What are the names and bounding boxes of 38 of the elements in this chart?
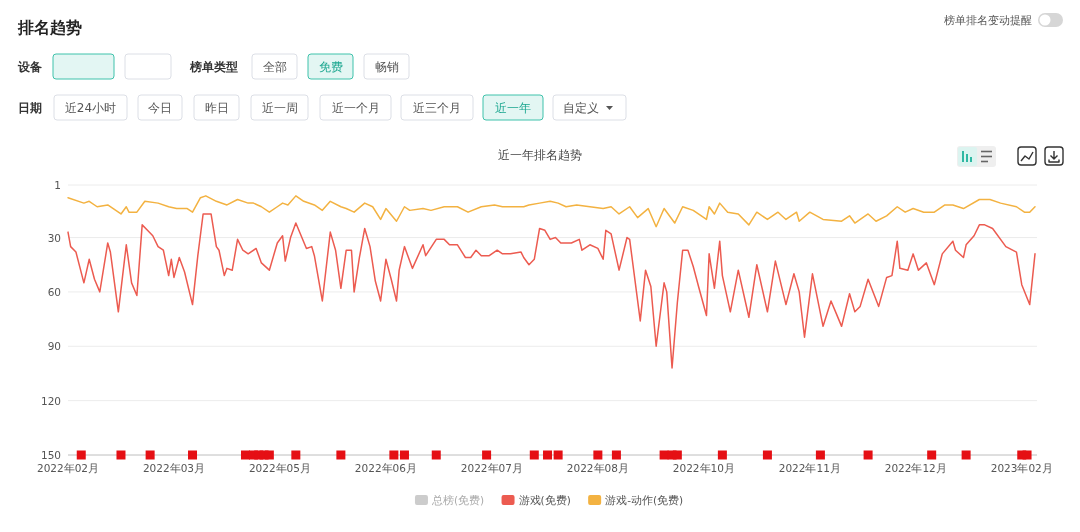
text: 设备: [17, 59, 42, 74]
x-tick-label: 2022年12月: [884, 462, 947, 474]
line-series: [67, 195, 1036, 228]
text: 日期: [18, 100, 42, 115]
y-tick-label: 120: [40, 394, 61, 407]
button: 畅销: [363, 53, 410, 80]
y-tick-label: 60: [47, 285, 61, 298]
x-tick-label: 2022年06月: [354, 462, 417, 474]
x-tick-label: 2022年10月: [672, 462, 735, 474]
button: 近24小时: [53, 94, 128, 121]
x-tick-label: 2022年08月: [566, 462, 629, 474]
button: 免费: [307, 53, 354, 80]
button: 今日: [137, 94, 183, 121]
y-tick-label: 30: [47, 231, 61, 244]
text: 榜单排名变动提醒: [944, 13, 1032, 27]
y-tick-label: 150: [40, 449, 61, 461]
button: 近三个月: [400, 94, 474, 121]
button: 近一个月: [319, 94, 392, 121]
x-tick-label: 2022年02月: [36, 462, 100, 474]
line-series: [67, 213, 1036, 369]
legend-label: 游戏(免费): [518, 494, 571, 506]
text: 榜单类型: [189, 59, 238, 74]
x-tick-label: 2022年07月: [460, 462, 523, 474]
y-tick-label: 1: [54, 179, 61, 191]
text: 排名趋势: [17, 17, 82, 37]
button: 昨日: [193, 94, 240, 121]
button: 近一周: [250, 94, 309, 121]
x-tick-label: 2023年02月: [990, 462, 1053, 474]
legend-label: 总榜(免费): [430, 494, 485, 506]
chart-title: 近一年排名趋势: [498, 148, 582, 162]
dropdown: 自定义: [552, 94, 627, 121]
x-tick-label: 2022年05月: [248, 462, 311, 474]
button: 近一年: [482, 94, 544, 121]
legend-label: 游戏-动作(免费): [605, 494, 684, 506]
y-tick-label: 90: [47, 340, 61, 353]
x-tick-label: 2022年03月: [142, 462, 206, 474]
x-tick-label: 2022年11月: [778, 462, 841, 474]
button: 全部: [251, 53, 298, 80]
